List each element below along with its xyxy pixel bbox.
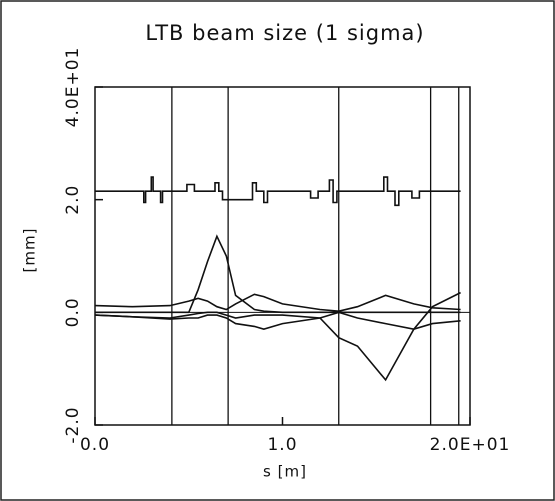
y-tick-label: 2.0	[63, 185, 83, 215]
y-tick-label: 4.0E+01	[63, 47, 83, 128]
x-axis-label: s [m]	[263, 463, 307, 481]
x-tick-label: 2.0E+01	[430, 435, 511, 455]
series-line	[95, 176, 461, 207]
series-line	[95, 234, 461, 314]
x-tick-label: 0.0	[80, 435, 110, 455]
x-tick-label: 1.0	[267, 435, 297, 455]
chart-title: LTB beam size (1 sigma)	[145, 21, 424, 45]
series-line	[94, 293, 461, 313]
y-tick-label: 0.0	[63, 297, 83, 327]
y-axis-label: [mm]	[21, 228, 39, 273]
y-tick-label: -2.0	[63, 406, 83, 443]
series-line	[94, 311, 461, 331]
series-line	[94, 291, 461, 382]
